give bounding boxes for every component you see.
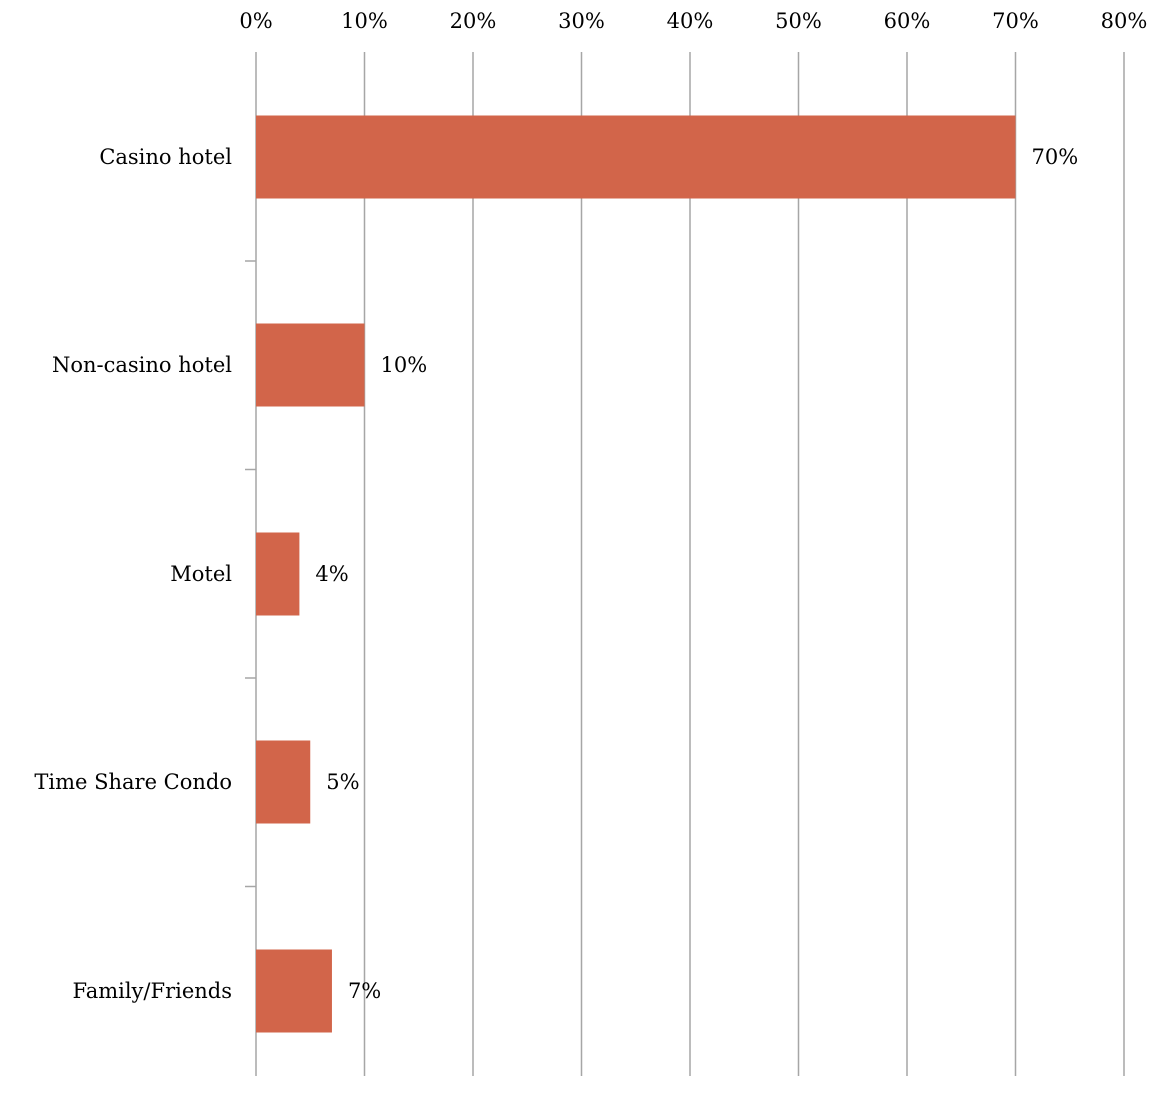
bar-casino-hotel — [256, 115, 1016, 199]
bar-motel — [256, 532, 300, 616]
x-tick-label-50: 50% — [775, 9, 822, 33]
data-labels: 70% 10% 4% 5% 7% — [315, 145, 1078, 1003]
category-label-non-casino-hotel: Non-casino hotel — [52, 353, 232, 377]
x-tick-label-20: 20% — [450, 9, 497, 33]
data-label-time-share-condo: 5% — [326, 770, 359, 794]
x-tick-label-80: 80% — [1101, 9, 1148, 33]
x-tick-label-0: 0% — [239, 9, 272, 33]
category-label-casino-hotel: Casino hotel — [99, 145, 232, 169]
x-axis-tick-labels: 0% 10% 20% 30% 40% 50% 60% 70% 80% — [239, 9, 1147, 33]
bar-family-friends — [256, 949, 332, 1033]
x-tick-label-10: 10% — [341, 9, 388, 33]
bar-time-share-condo — [256, 740, 311, 824]
bars — [256, 115, 1016, 1033]
data-label-casino-hotel: 70% — [1032, 145, 1079, 169]
data-label-family-friends: 7% — [348, 979, 381, 1003]
data-label-motel: 4% — [315, 562, 348, 586]
gridlines — [255, 52, 1125, 1076]
x-tick-label-40: 40% — [667, 9, 714, 33]
category-label-family-friends: Family/Friends — [73, 979, 232, 1003]
x-tick-label-60: 60% — [884, 9, 931, 33]
bar-non-casino-hotel — [256, 323, 365, 407]
x-tick-label-30: 30% — [558, 9, 605, 33]
x-tick-label-70: 70% — [992, 9, 1039, 33]
category-labels: Casino hotel Non-casino hotel Motel Time Sh… — [34, 145, 232, 1003]
data-label-non-casino-hotel: 10% — [381, 353, 428, 377]
category-label-time-share-condo: Time Share Condo — [34, 770, 232, 794]
category-label-motel: Motel — [170, 562, 232, 586]
category-axis — [245, 260, 256, 888]
